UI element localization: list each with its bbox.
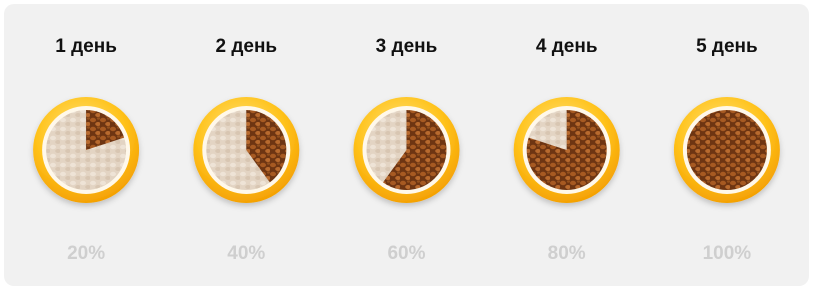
percent-label: 20%: [67, 243, 105, 264]
day-label: 5 день: [696, 36, 758, 57]
percent-label: 100%: [703, 243, 752, 264]
food-share: [687, 110, 767, 190]
percent-label: 60%: [387, 243, 425, 264]
chart: 1 день 20% 2 день 40% 3 день 60% 4 день 80% 5 де…: [0, 0, 813, 290]
day-label: 1 день: [55, 36, 117, 57]
page: {"chart_data": {"type": "bowl", "categor…: [0, 0, 813, 290]
percent-label: 40%: [227, 243, 265, 264]
percent-label: 80%: [548, 243, 586, 264]
day-label: 3 день: [376, 36, 438, 57]
day-label: 4 день: [536, 36, 598, 57]
day-label: 2 день: [215, 36, 277, 57]
